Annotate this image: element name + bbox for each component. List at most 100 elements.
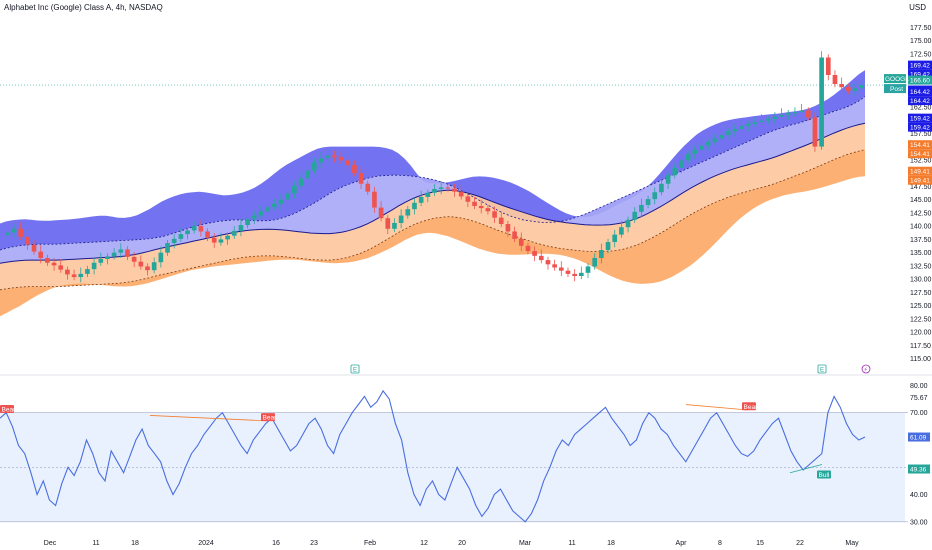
price-tick-label: 142.50 xyxy=(910,210,932,217)
candle-body xyxy=(665,175,671,184)
candle-body xyxy=(478,205,484,209)
candle-body xyxy=(358,173,364,184)
candle-body xyxy=(98,259,104,263)
candle-body xyxy=(271,203,277,208)
candle-body xyxy=(178,234,184,239)
candle-body xyxy=(38,251,44,258)
candle-body xyxy=(592,257,598,267)
candle-body xyxy=(538,255,544,261)
candle-body xyxy=(138,261,144,267)
price-tag-label: 154.41 xyxy=(910,151,930,158)
time-tick-label: 2024 xyxy=(198,540,214,547)
divergence-line xyxy=(685,404,749,411)
candle-body xyxy=(298,178,304,186)
candle-body xyxy=(579,272,584,277)
candle-body xyxy=(292,185,297,194)
earnings-marker[interactable] xyxy=(350,364,360,374)
earnings-marker-label: E xyxy=(820,368,824,374)
band-upper-inner xyxy=(0,96,865,264)
price-tick-label: 152.50 xyxy=(910,157,932,164)
earnings-marker[interactable] xyxy=(817,364,827,374)
price-tick-label: 145.00 xyxy=(910,197,932,204)
divergence-label: Bear xyxy=(2,407,17,414)
price-tag-label: 149.41 xyxy=(910,169,930,176)
candle-body xyxy=(51,262,57,266)
time-tick-label: 22 xyxy=(796,540,804,547)
time-tick-label: 8 xyxy=(718,540,722,547)
time-tick-label: 12 xyxy=(420,540,428,547)
symbol-tag xyxy=(884,74,906,84)
candle-body xyxy=(25,236,30,245)
candle-body xyxy=(558,267,564,271)
candle-body xyxy=(825,57,831,75)
candle-body xyxy=(165,243,170,253)
price-tick-label: 120.00 xyxy=(910,330,932,337)
candle-body xyxy=(619,227,624,235)
time-tick-label: 11 xyxy=(92,540,99,547)
price-tick-label: 147.50 xyxy=(910,184,932,191)
candle-body xyxy=(145,266,150,271)
candle-body xyxy=(118,249,124,253)
time-tick-label: 18 xyxy=(607,540,615,547)
divergence-label: Bull xyxy=(819,472,830,479)
candle-body xyxy=(645,199,651,205)
candle-body xyxy=(258,211,264,216)
rsi-value-tag xyxy=(908,464,930,474)
candle-body xyxy=(625,219,631,228)
candle-body xyxy=(365,183,371,192)
price-tick-label: 132.50 xyxy=(910,263,932,270)
candle-body xyxy=(191,226,197,231)
candle-body xyxy=(452,188,457,192)
candle-body xyxy=(11,228,17,233)
candle-body xyxy=(65,269,70,275)
price-tick-label: 137.50 xyxy=(910,237,932,244)
candle-body xyxy=(819,57,824,147)
candle-body xyxy=(712,138,718,142)
price-tag-label: 164.42 xyxy=(910,98,930,105)
candle-body xyxy=(772,116,778,120)
candle-body xyxy=(251,215,257,219)
candle-body xyxy=(198,226,204,232)
price-tag xyxy=(908,175,932,185)
candle-body xyxy=(725,131,731,135)
candle-body xyxy=(151,262,157,271)
post-tag xyxy=(884,84,906,94)
candle-body xyxy=(792,112,798,114)
candle-body xyxy=(552,264,557,268)
candle-body xyxy=(599,250,604,258)
rsi-line xyxy=(0,389,866,523)
price-tick-label: 172.50 xyxy=(910,51,932,58)
candle-body xyxy=(45,257,50,263)
candle-body xyxy=(325,155,331,159)
divergence-label-box xyxy=(261,413,275,422)
time-tick-label: 16 xyxy=(272,540,280,547)
candle-body xyxy=(318,158,324,163)
candle-body xyxy=(131,256,137,262)
candle-body xyxy=(372,191,377,208)
price-tag xyxy=(908,140,932,150)
candle-body xyxy=(78,273,84,278)
candle-body xyxy=(572,273,577,277)
rsi-tick-label: 80.00 xyxy=(910,383,928,390)
dividend-marker[interactable] xyxy=(861,364,871,374)
candle-body xyxy=(432,189,437,193)
candle-body xyxy=(211,237,217,243)
divergence-line xyxy=(789,464,823,474)
candle-body xyxy=(305,170,311,179)
candle-body xyxy=(852,88,858,91)
candle-body xyxy=(639,204,644,212)
candle-body xyxy=(111,252,117,257)
band-lower-inner xyxy=(0,123,865,290)
candle-body xyxy=(378,207,384,219)
price-tag-label: 164.42 xyxy=(910,89,930,96)
candle-body xyxy=(545,260,551,265)
time-tick-label: 18 xyxy=(131,540,139,547)
candle-body xyxy=(472,201,477,206)
candle-body xyxy=(505,224,511,232)
candle-body xyxy=(58,265,64,270)
candle-body xyxy=(312,162,317,171)
candle-body xyxy=(338,157,344,161)
candle-body xyxy=(565,270,571,274)
candle-body xyxy=(685,154,691,161)
